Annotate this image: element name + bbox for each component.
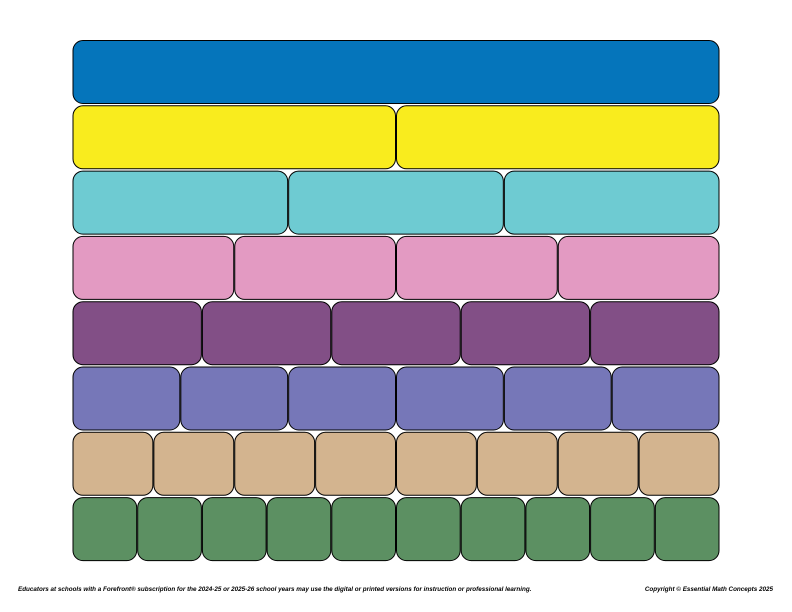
- fraction-piece: [180, 366, 289, 431]
- fraction-piece: [288, 170, 504, 235]
- fraction-piece: [396, 366, 504, 431]
- fraction-piece: [72, 40, 720, 104]
- fraction-piece: [72, 431, 154, 496]
- fraction-piece: [72, 366, 181, 431]
- fraction-piece: [476, 431, 558, 496]
- fraction-piece: [503, 366, 612, 431]
- fraction-piece: [234, 235, 396, 300]
- fraction-piece: [72, 497, 138, 562]
- fraction-piece: [72, 235, 235, 300]
- footer-copyright: Copyright © Essential Math Concepts 2025: [645, 585, 774, 593]
- fraction-piece: [201, 497, 267, 562]
- fraction-piece: [590, 497, 655, 562]
- fraction-piece: [72, 301, 202, 366]
- fraction-piece: [266, 497, 332, 562]
- fraction-piece: [396, 431, 477, 496]
- fraction-piece: [331, 497, 396, 562]
- fraction-piece: [396, 497, 461, 562]
- fraction-piece: [590, 301, 720, 366]
- fraction-piece: [234, 431, 316, 496]
- fraction-piece: [503, 170, 720, 235]
- footer-notice: Educators at schools with a Forefront® s…: [18, 585, 532, 593]
- fraction-piece: [557, 235, 720, 300]
- fraction-piece: [460, 301, 591, 366]
- fraction-piece: [638, 431, 720, 496]
- fraction-piece: [396, 235, 558, 300]
- fraction-piece: [72, 105, 396, 170]
- fraction-piece: [331, 301, 461, 366]
- fraction-piece: [315, 431, 396, 496]
- fraction-piece: [153, 431, 235, 496]
- fraction-piece: [396, 105, 720, 170]
- fraction-piece: [611, 366, 720, 431]
- fraction-strips: [72, 40, 720, 562]
- fraction-piece: [654, 497, 720, 562]
- fraction-piece: [72, 170, 289, 235]
- fraction-piece: [557, 431, 639, 496]
- fraction-piece: [460, 497, 526, 562]
- fraction-piece: [288, 366, 396, 431]
- fraction-piece: [525, 497, 591, 562]
- fraction-piece: [201, 301, 332, 366]
- fraction-piece: [137, 497, 202, 562]
